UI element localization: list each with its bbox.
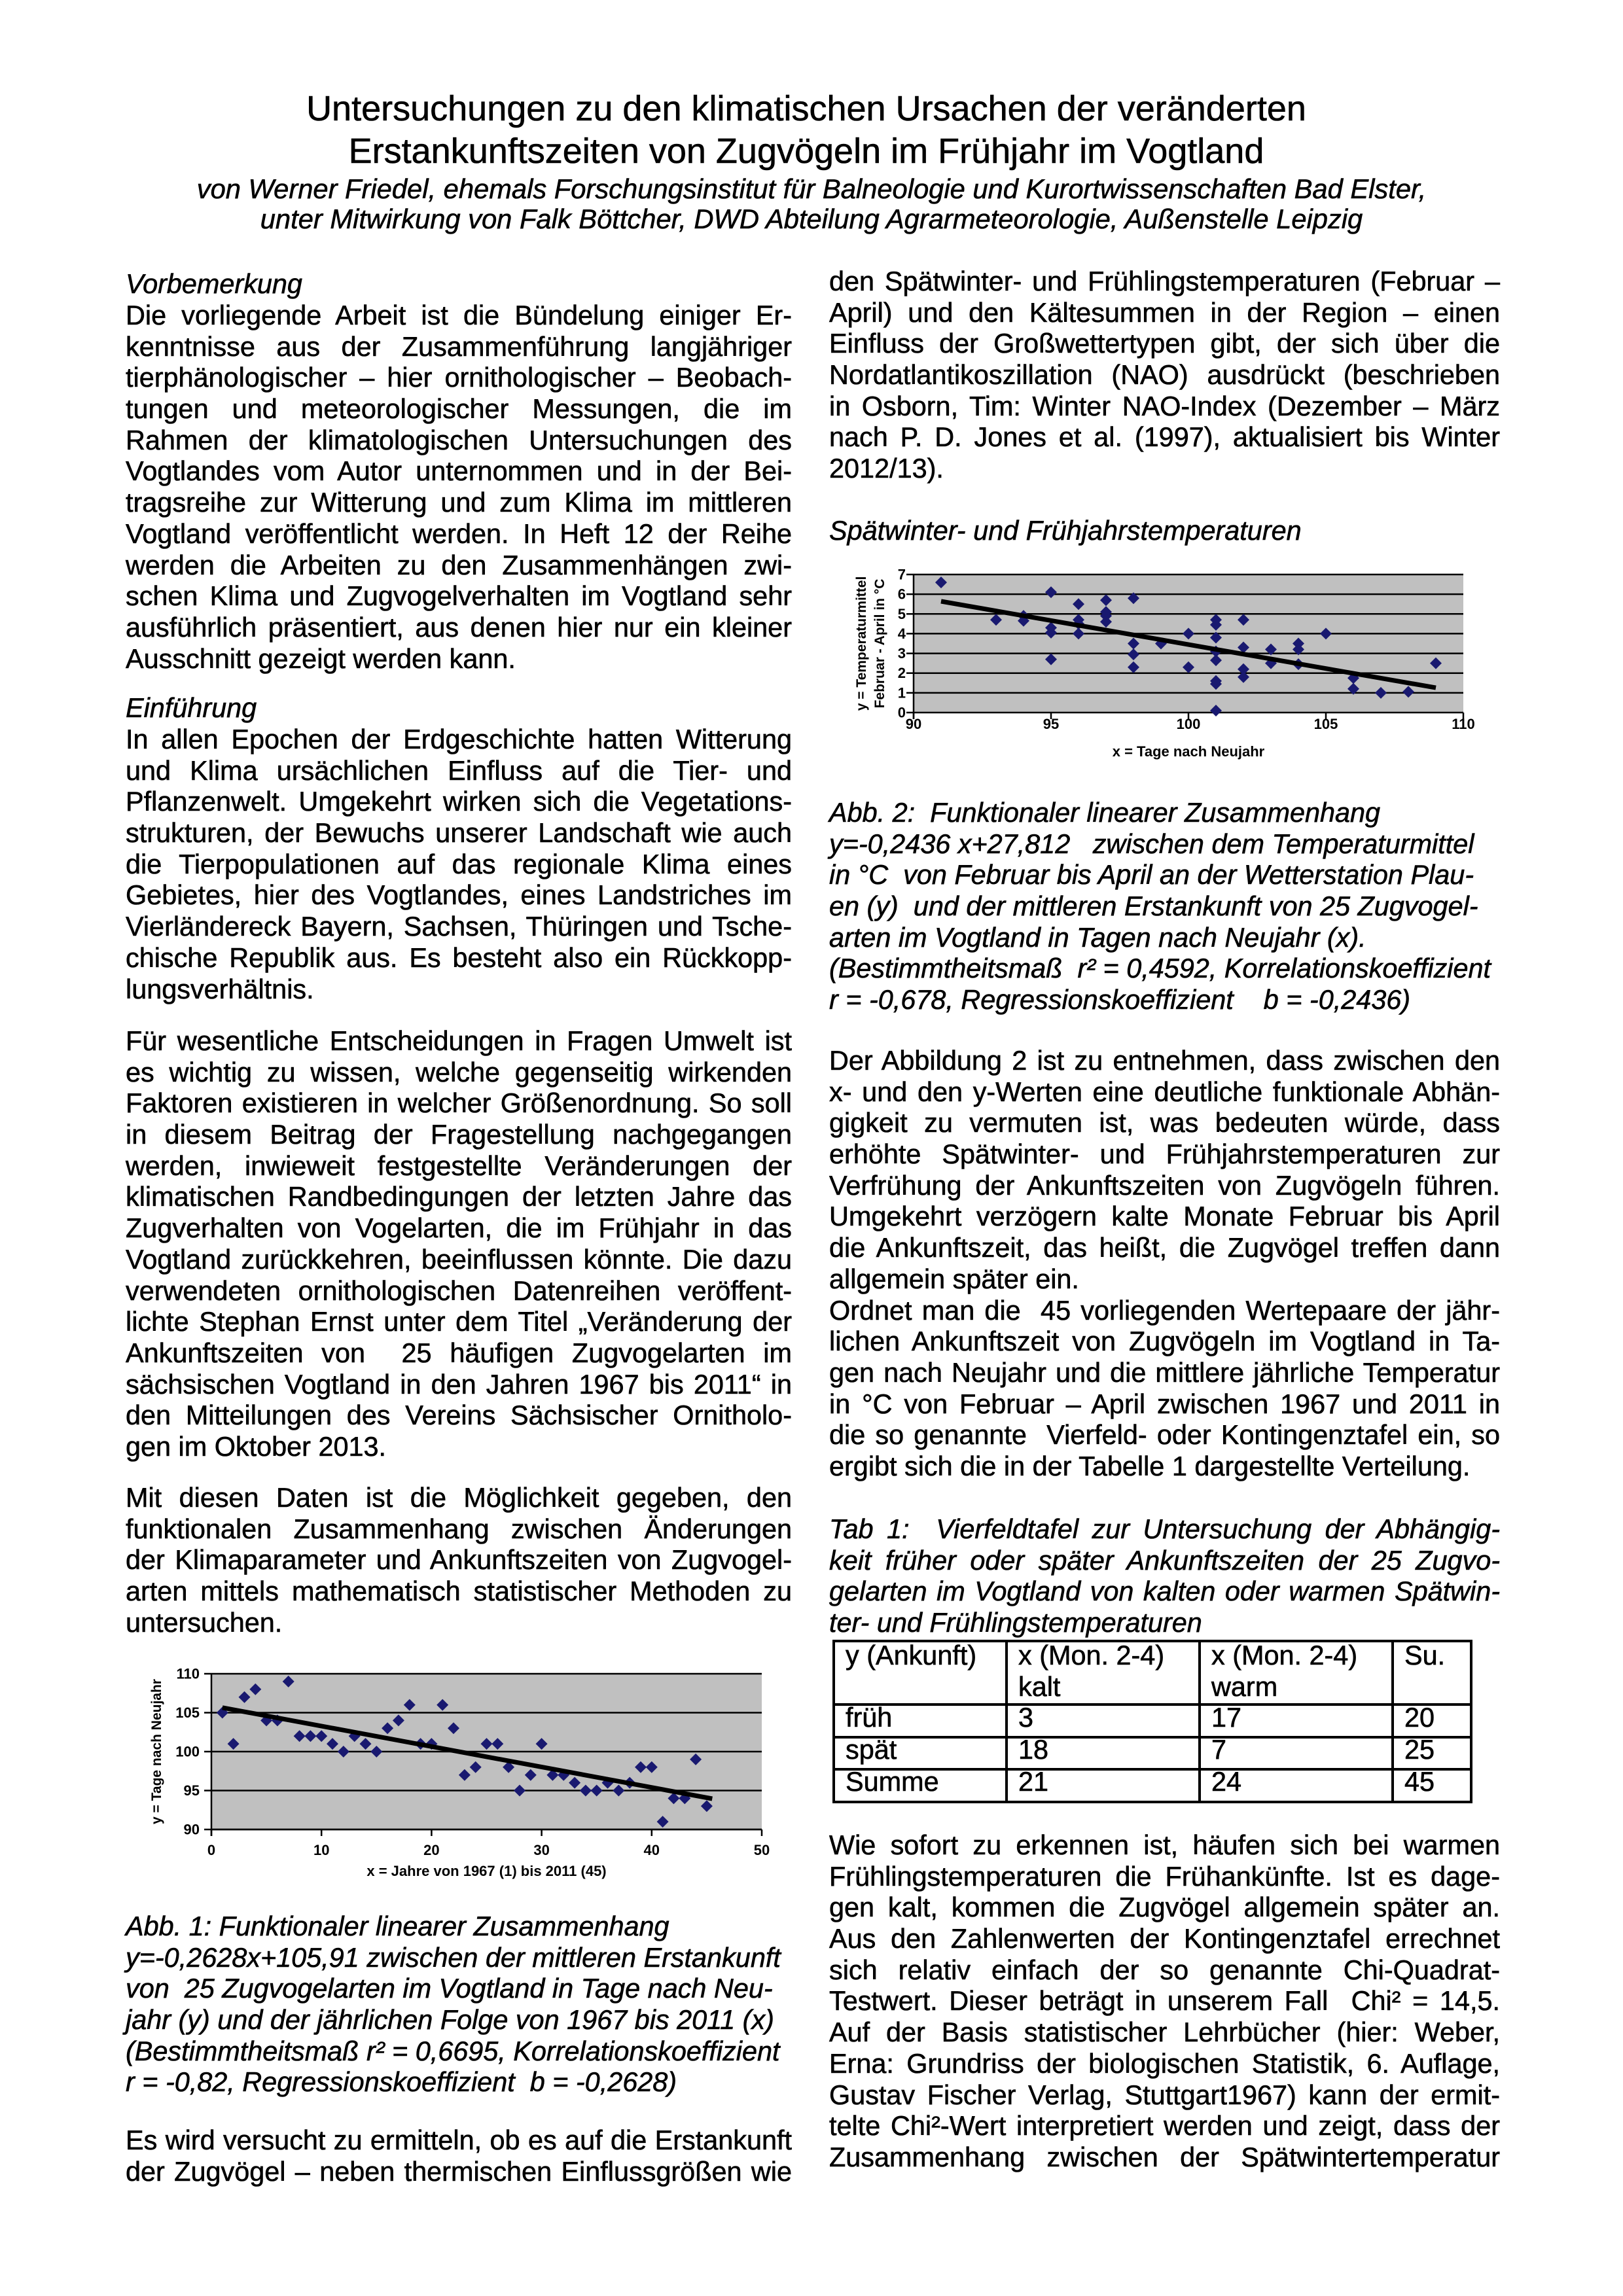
svg-text:50: 50 [754, 1842, 770, 1858]
svg-text:4: 4 [898, 626, 906, 642]
svg-text:6: 6 [898, 586, 906, 603]
svg-text:105: 105 [1314, 716, 1338, 732]
svg-text:0: 0 [898, 705, 906, 721]
svg-text:90: 90 [906, 716, 921, 732]
svg-text:2: 2 [898, 665, 906, 681]
svg-text:100: 100 [175, 1744, 200, 1760]
svg-text:1: 1 [898, 684, 906, 701]
svg-text:30: 30 [533, 1842, 549, 1858]
svg-text:7: 7 [898, 567, 906, 583]
svg-text:20: 20 [423, 1842, 439, 1858]
svg-text:5: 5 [898, 606, 906, 622]
svg-text:y = Temperaturmittel: y = Temperaturmittel [854, 576, 869, 711]
svg-text:110: 110 [177, 1666, 200, 1682]
svg-text:y = Tage nach Neujahr: y = Tage nach Neujahr [149, 1679, 164, 1824]
svg-text:10: 10 [313, 1842, 329, 1858]
svg-text:110: 110 [1452, 716, 1475, 732]
svg-text:0: 0 [207, 1842, 215, 1858]
svg-text:90: 90 [184, 1822, 200, 1838]
svg-text:x = Jahre von 1967 (1) bis 201: x = Jahre von 1967 (1) bis 2011 (45) [366, 1863, 606, 1879]
svg-text:Februar - April in °C: Februar - April in °C [872, 579, 887, 709]
svg-text:95: 95 [1043, 716, 1059, 732]
svg-text:x = Tage nach Neujahr: x = Tage nach Neujahr [1113, 743, 1265, 760]
svg-text:105: 105 [175, 1704, 200, 1721]
svg-text:95: 95 [184, 1782, 200, 1799]
svg-text:40: 40 [644, 1842, 660, 1858]
svg-text:3: 3 [898, 645, 906, 662]
svg-text:100: 100 [1177, 716, 1201, 732]
